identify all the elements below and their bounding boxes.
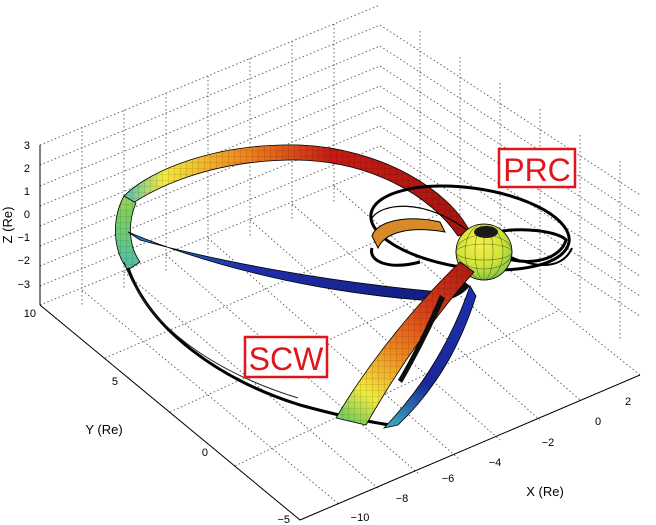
- scw-label-text: SCW: [249, 341, 324, 377]
- x-tick: −8: [396, 493, 409, 505]
- x-tick: 2: [625, 396, 631, 408]
- y-tick: −5: [277, 514, 290, 525]
- prc-label: PRC: [497, 147, 577, 189]
- y-tick: 5: [112, 376, 118, 388]
- z-tick: 1: [24, 186, 30, 198]
- z-tick: −2: [17, 255, 30, 267]
- y-axis-ticks: 10 5 0 −5: [24, 308, 290, 525]
- x-axis-line: [299, 374, 641, 521]
- z-axis-ticks: 3 2 1 0 −1 −2 −3: [17, 140, 30, 291]
- z-tick: −3: [17, 279, 30, 291]
- y-tick: 10: [24, 308, 36, 320]
- x-tick: −6: [442, 473, 455, 485]
- x-axis-ticks: 2 0 −2 −4 −6 −8 −10: [351, 396, 631, 524]
- x-tick: 0: [595, 416, 601, 428]
- z-axis-label: Z (Re): [0, 207, 15, 244]
- scw-label: SCW: [243, 335, 329, 379]
- z-tick: 2: [24, 163, 30, 175]
- z-tick: 3: [24, 140, 30, 152]
- scw-left-ribbon: [115, 195, 141, 271]
- back-wall-grid: [39, 4, 381, 305]
- x-tick: −2: [542, 437, 555, 449]
- prc-label-text: PRC: [503, 152, 571, 188]
- scw-blue-ribbon: [127, 231, 470, 303]
- y-tick: 0: [202, 447, 208, 459]
- z-tick: −1: [17, 232, 30, 244]
- z-tick: 0: [24, 209, 30, 221]
- scw-lower-blue-ribbon: [382, 285, 477, 429]
- earth-sphere-icon: [455, 223, 513, 281]
- y-axis-label: Y (Re): [85, 422, 122, 437]
- x-axis-label: X (Re): [526, 484, 564, 499]
- y-axis-line: [39, 304, 301, 521]
- x-tick: −4: [489, 457, 502, 469]
- x-tick: −10: [351, 512, 370, 524]
